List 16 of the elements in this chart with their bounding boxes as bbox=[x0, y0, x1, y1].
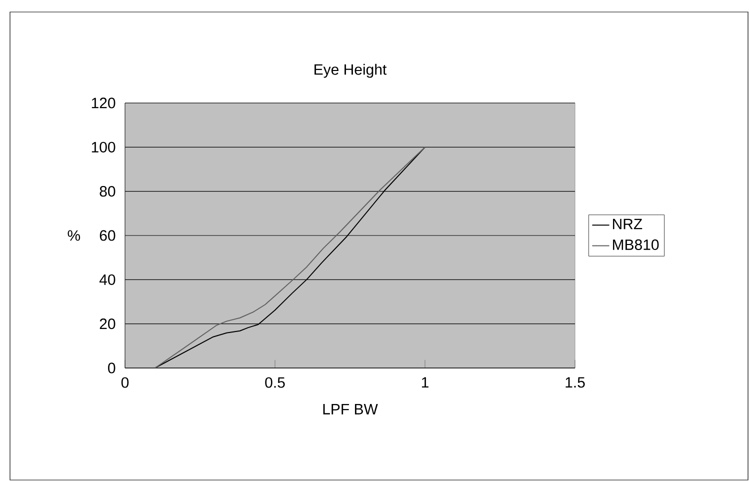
y-tick-label: 80 bbox=[100, 186, 116, 197]
legend-label: NRZ bbox=[612, 218, 642, 230]
x-tick-label: 0 bbox=[121, 377, 129, 388]
x-tick-label: 1.5 bbox=[566, 377, 585, 388]
y-tick-label: 0 bbox=[108, 362, 116, 374]
y-tick-label: 40 bbox=[99, 274, 116, 285]
y-tick-label: 100 bbox=[92, 142, 116, 152]
y-tick-label: 20 bbox=[100, 318, 116, 330]
chart-title: Eye Height bbox=[314, 64, 387, 78]
x-tick-label: 1 bbox=[422, 377, 428, 388]
y-tick-label: 60 bbox=[100, 230, 116, 241]
y-tick-label: 120 bbox=[92, 98, 116, 108]
y-axis-title: % bbox=[68, 230, 80, 241]
x-tick-label: 0.5 bbox=[265, 377, 285, 388]
legend-label: MB810 bbox=[612, 239, 659, 250]
x-axis-title: LPF BW bbox=[323, 404, 378, 414]
